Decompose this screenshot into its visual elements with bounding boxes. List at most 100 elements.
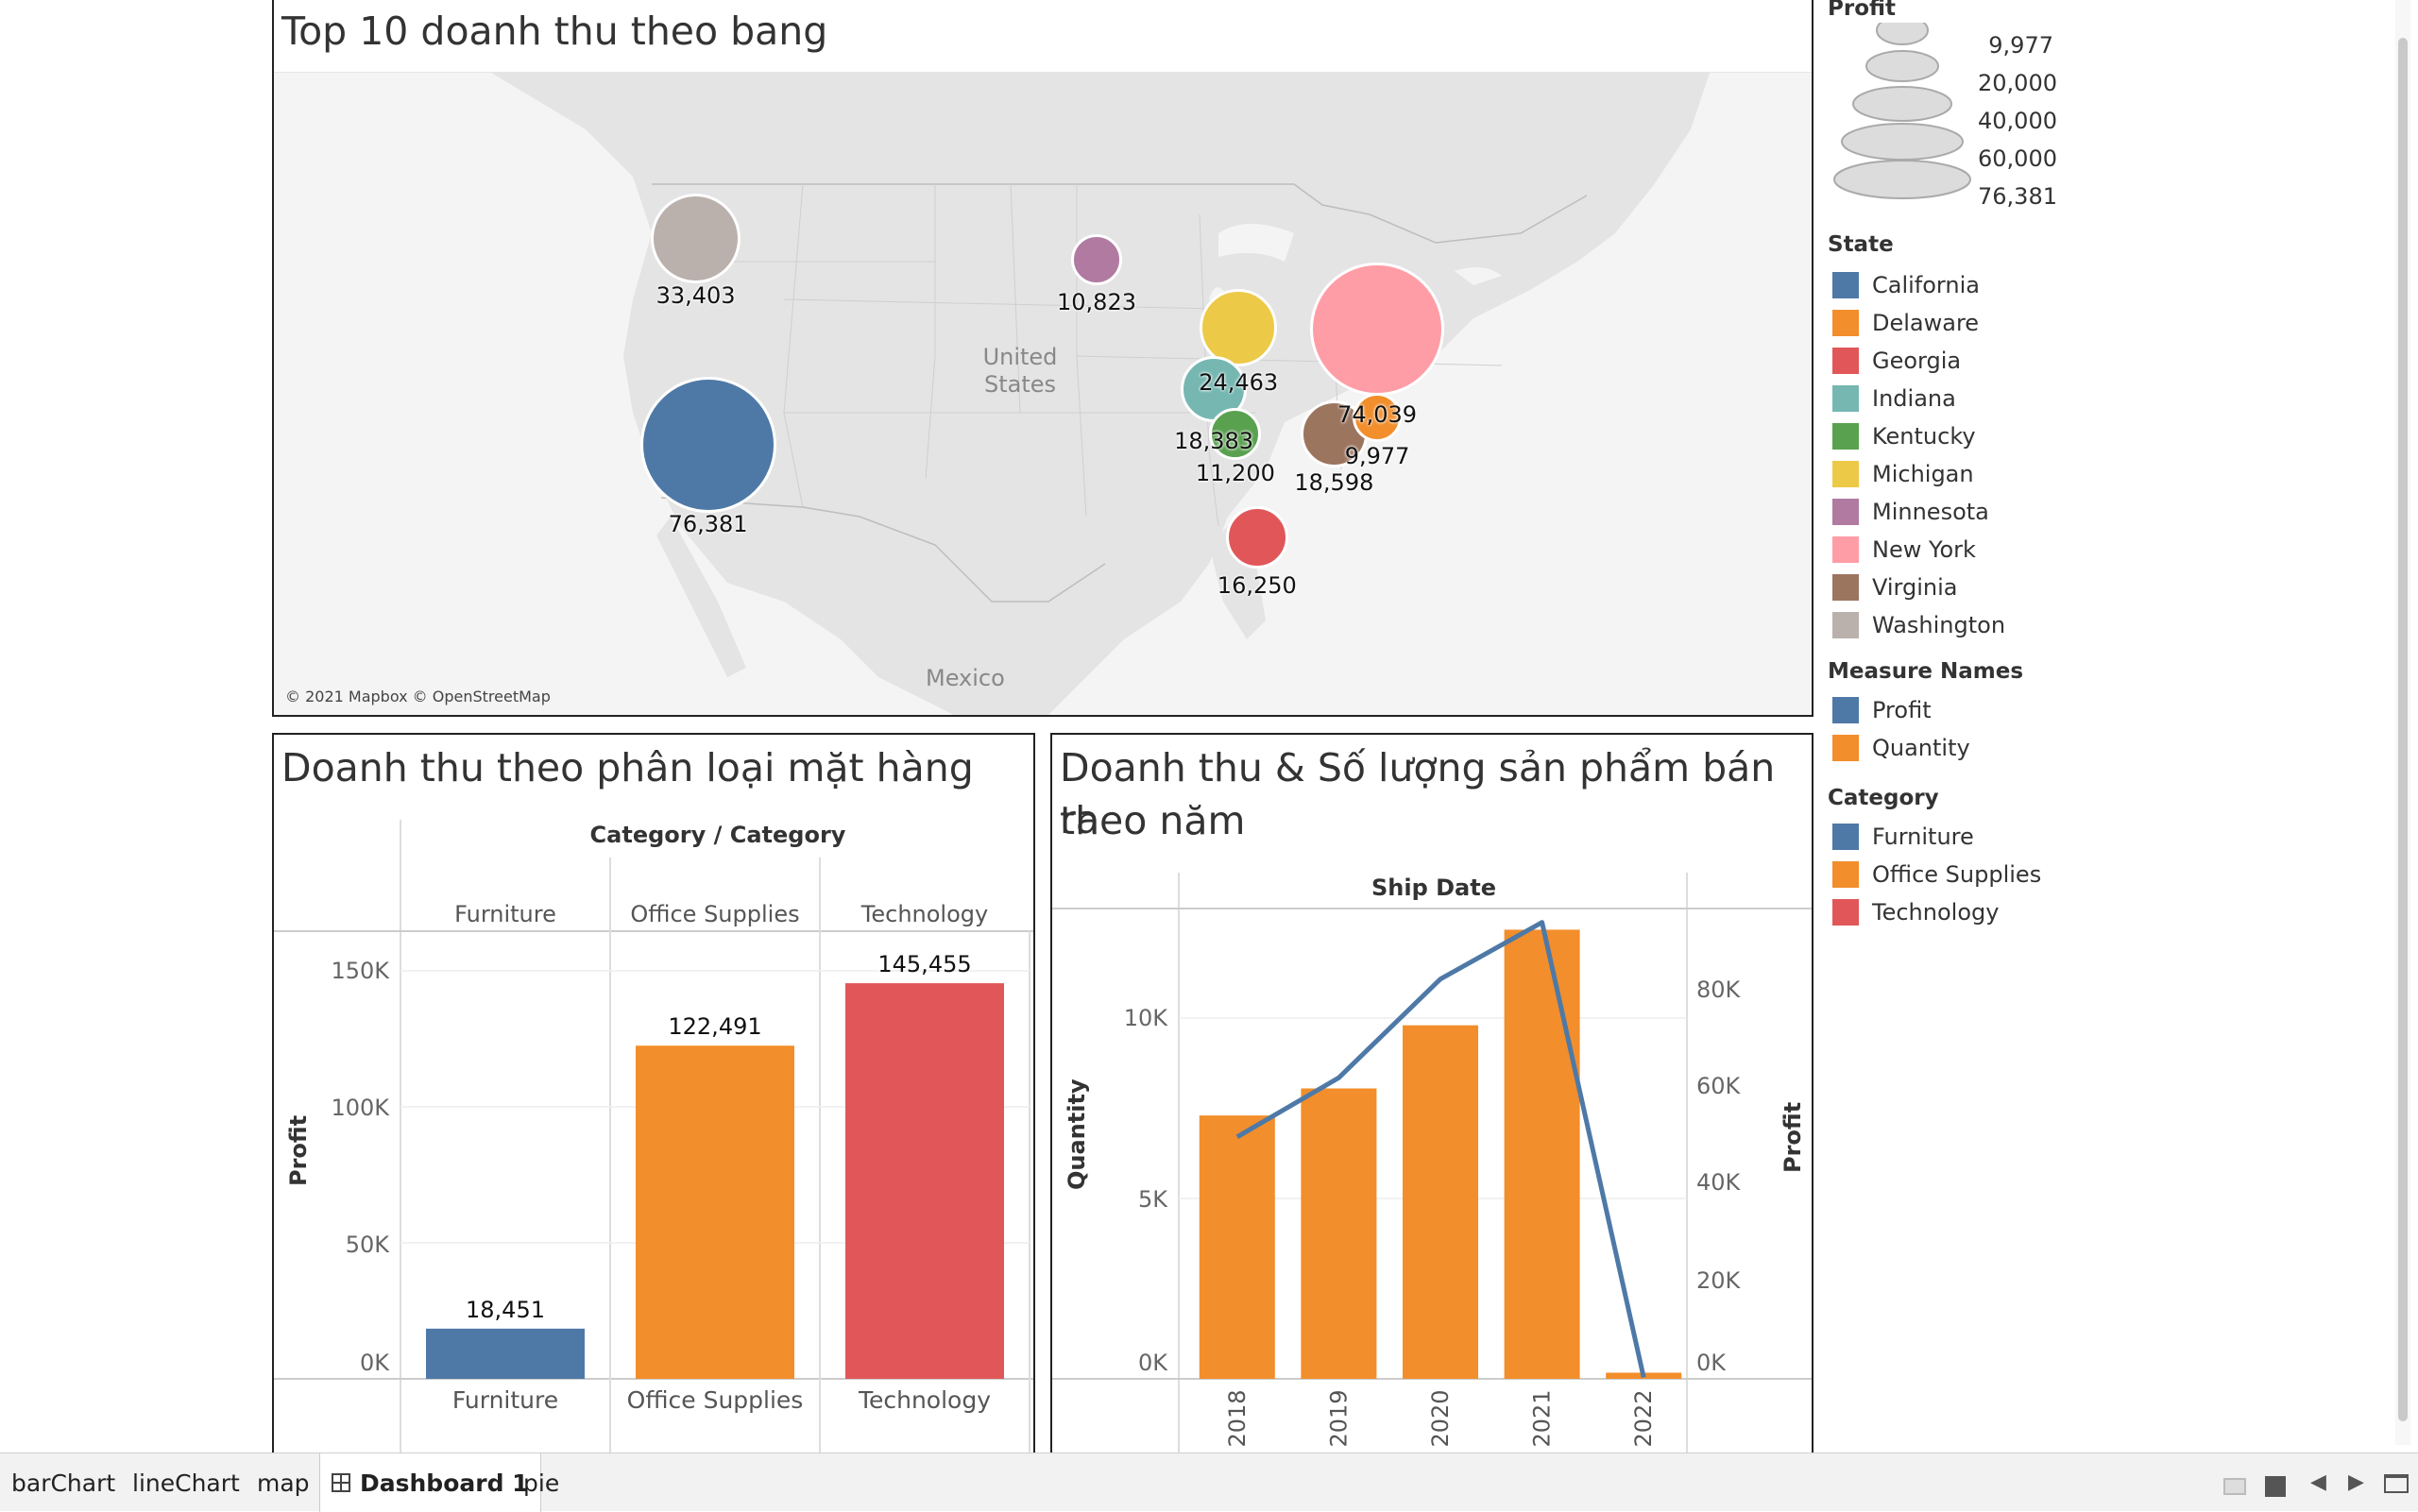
legend-label: Technology bbox=[1872, 899, 2000, 926]
legend-state-item[interactable]: Michigan bbox=[1832, 459, 1974, 489]
legend-state-item[interactable]: Delaware bbox=[1832, 308, 1979, 338]
combo-column-header: Ship Date bbox=[1371, 875, 1496, 901]
legend-category-item[interactable]: Office Supplies bbox=[1832, 859, 2041, 890]
map-bubble-michigan[interactable] bbox=[1200, 289, 1277, 366]
legend-label: Delaware bbox=[1872, 310, 1980, 336]
category-bar-chart: 18,451 122,491 145,455 bbox=[274, 820, 1033, 1477]
combo-bar-quantity-2018[interactable] bbox=[1199, 1115, 1275, 1379]
combo-ytick-left-10k: 10K bbox=[1123, 1005, 1167, 1031]
map-bubble-washington[interactable] bbox=[651, 193, 741, 283]
tab-linechart[interactable]: lineChart bbox=[121, 1453, 251, 1512]
combo-x-tick: 2019 bbox=[1325, 1389, 1352, 1447]
legend-label: California bbox=[1872, 272, 1980, 298]
map-bubble-kentucky[interactable] bbox=[1209, 407, 1262, 461]
bar-ytick-50k: 50K bbox=[345, 1232, 389, 1258]
legend-measure-item[interactable]: Profit bbox=[1832, 695, 1932, 725]
tab-pie[interactable]: pie bbox=[512, 1453, 570, 1512]
map-canvas[interactable] bbox=[274, 73, 1812, 715]
filmstrip-icon[interactable] bbox=[2265, 1476, 2286, 1497]
legend-label: Michigan bbox=[1872, 461, 1974, 487]
bar-ytick-150k: 150K bbox=[331, 958, 389, 984]
legend-swatch bbox=[1832, 385, 1859, 412]
map-bubble-label: 11,200 bbox=[1195, 460, 1275, 487]
map-label-mexico: Mexico bbox=[926, 665, 1005, 691]
year-combo-panel: Doanh thu & Số lượng sản phẩm bán ra the… bbox=[1050, 733, 1814, 1479]
legend-label: New York bbox=[1872, 536, 1976, 563]
legend-state-item[interactable]: California bbox=[1832, 270, 1980, 300]
legend-measure-item[interactable]: Quantity bbox=[1832, 733, 1970, 763]
map-bubble-label: 9,977 bbox=[1344, 443, 1410, 470]
bar-col-office-top: Office Supplies bbox=[630, 901, 800, 927]
bar-office-supplies[interactable] bbox=[636, 1045, 794, 1379]
sheet-tab-bar: barChart lineChart map Dashboard 1 pie ◀… bbox=[0, 1453, 2418, 1512]
combo-ytick-right-0k: 0K bbox=[1696, 1350, 1727, 1376]
legend-label: Furniture bbox=[1872, 824, 1974, 850]
legend-swatch bbox=[1832, 899, 1859, 926]
profit-size-swatch bbox=[1852, 86, 1952, 122]
legend-category-item[interactable]: Furniture bbox=[1832, 822, 1974, 852]
map-bubble-minnesota[interactable] bbox=[1070, 233, 1123, 286]
legend-category-item[interactable]: Technology bbox=[1832, 897, 1999, 927]
tab-map[interactable]: map bbox=[246, 1453, 321, 1512]
bar-technology[interactable] bbox=[845, 983, 1004, 1379]
show-sheets-icon[interactable] bbox=[2223, 1478, 2246, 1495]
category-bar-panel: Doanh thu theo phân loại mặt hàng Catego… bbox=[272, 733, 1035, 1479]
next-sheet-icon[interactable]: ▶ bbox=[2348, 1470, 2364, 1494]
legend-state-item[interactable]: Virginia bbox=[1832, 572, 1958, 603]
legend-state-item[interactable]: Minnesota bbox=[1832, 497, 1989, 527]
map-bubble-label: 74,039 bbox=[1337, 401, 1418, 428]
scrollbar-thumb[interactable] bbox=[2398, 38, 2408, 1421]
map-bubble-delaware[interactable] bbox=[1353, 392, 1403, 442]
combo-x-tick: 2020 bbox=[1427, 1389, 1454, 1447]
legend-state-item[interactable]: Indiana bbox=[1832, 383, 1956, 414]
tab-dashboard-1[interactable]: Dashboard 1 bbox=[319, 1453, 541, 1512]
legend-profit-value: 9,977 bbox=[1988, 32, 2053, 59]
map-bubble-california[interactable] bbox=[639, 376, 776, 513]
combo-line-profit[interactable] bbox=[1235, 920, 1646, 1378]
combo-bar-quantity-2020[interactable] bbox=[1403, 1025, 1478, 1379]
legend-label: Indiana bbox=[1872, 385, 1956, 412]
legend-measure-title: Measure Names bbox=[1828, 659, 2024, 684]
combo-ytick-right-80k: 80K bbox=[1696, 977, 1741, 1003]
legend-state-item[interactable]: Georgia bbox=[1832, 346, 1961, 376]
combo-ytick-right-60k: 60K bbox=[1696, 1073, 1741, 1099]
combo-bar-quantity-2019[interactable] bbox=[1301, 1088, 1377, 1379]
legend-swatch bbox=[1832, 310, 1859, 336]
legend-swatch bbox=[1832, 461, 1859, 487]
legend-state-title: State bbox=[1828, 232, 1894, 257]
baja bbox=[656, 517, 746, 677]
prev-sheet-icon[interactable]: ◀ bbox=[2310, 1470, 2326, 1494]
vertical-scrollbar[interactable] bbox=[2395, 0, 2410, 1445]
combo-title-line1: Doanh thu & Số lượng sản phẩm bán ra bbox=[1060, 745, 1776, 843]
legend-swatch bbox=[1832, 499, 1859, 525]
great-lakes bbox=[1209, 224, 1502, 309]
bar-value-label: 122,491 bbox=[668, 1013, 761, 1040]
legend-label: Profit bbox=[1872, 697, 1932, 723]
tab-dashboard-1-label: Dashboard 1 bbox=[360, 1469, 529, 1497]
map-bubble-label: 76,381 bbox=[668, 510, 748, 537]
map-attribution[interactable]: © 2021 Mapbox © OpenStreetMap bbox=[285, 688, 551, 705]
bar-furniture[interactable] bbox=[426, 1328, 585, 1379]
presentation-mode-icon[interactable] bbox=[2384, 1474, 2409, 1493]
tab-barchart-label: barChart bbox=[11, 1469, 116, 1497]
bar-col-furniture-top: Furniture bbox=[454, 901, 556, 927]
legend-profit-sizes bbox=[1833, 23, 1971, 199]
tab-barchart[interactable]: barChart bbox=[0, 1453, 127, 1512]
map-bubble-label: 10,823 bbox=[1057, 288, 1136, 315]
legend-swatch bbox=[1832, 824, 1859, 850]
bar-col-technology-bottom: Technology bbox=[858, 1386, 992, 1414]
legend-state-item[interactable]: New York bbox=[1832, 535, 1976, 565]
legend-state-item[interactable]: Washington bbox=[1832, 610, 2005, 640]
map-title: Top 10 doanh thu theo bang bbox=[281, 8, 828, 54]
legend-label: Kentucky bbox=[1872, 423, 1976, 450]
north-america-land bbox=[491, 73, 1710, 715]
combo-ytick-right-40k: 40K bbox=[1696, 1169, 1741, 1196]
legend-state-item[interactable]: Kentucky bbox=[1832, 421, 1976, 451]
map-bubble-georgia[interactable] bbox=[1225, 505, 1288, 569]
combo-bar-quantity-2021[interactable] bbox=[1504, 929, 1580, 1379]
legend-swatch bbox=[1832, 348, 1859, 374]
map-bubble-new-york[interactable] bbox=[1310, 262, 1444, 397]
legend-swatch bbox=[1832, 423, 1859, 450]
legend-profit-value: 60,000 bbox=[1978, 145, 2057, 172]
bar-ytick-100k: 100K bbox=[331, 1095, 389, 1121]
